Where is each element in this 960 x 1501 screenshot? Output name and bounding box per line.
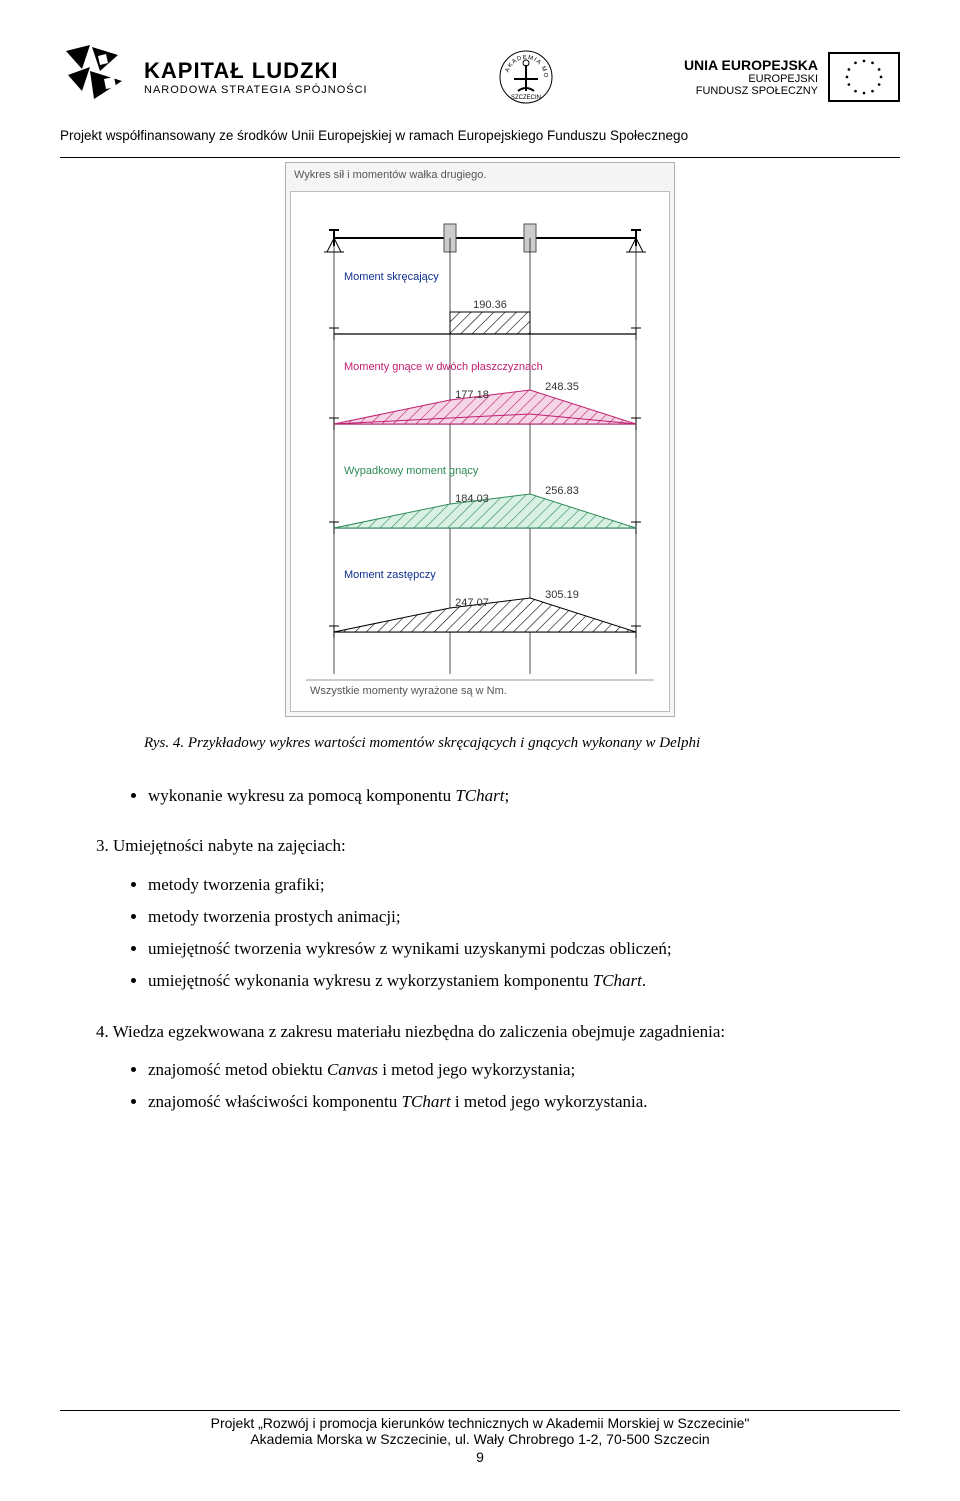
svg-text:247.07: 247.07 <box>455 597 489 609</box>
kapital-ludzki-icon <box>60 41 132 113</box>
header-right-line3: FUNDUSZ SPOŁECZNY <box>684 85 818 97</box>
eu-flag-icon <box>828 52 900 102</box>
svg-text:256.83: 256.83 <box>545 485 579 497</box>
footer-line1: Projekt „Rozwój i promocja kierunków tec… <box>60 1415 900 1431</box>
page-footer: Projekt „Rozwój i promocja kierunków tec… <box>60 1410 900 1465</box>
header-left-subtitle: NARODOWA STRATEGIA SPÓJNOŚCI <box>144 84 368 96</box>
footer-line2: Akademia Morska w Szczecinie, ul. Wały C… <box>60 1431 900 1447</box>
header-divider <box>60 157 900 158</box>
logo-unia-europejska: UNIA EUROPEJSKA EUROPEJSKI FUNDUSZ SPOŁE… <box>684 52 900 102</box>
section4-list: znajomość metod obiektu Canvas i metod j… <box>148 1054 900 1119</box>
svg-text:Wszystkie momenty wyrażone są: Wszystkie momenty wyrażone są w Nm. <box>310 685 507 697</box>
body-content: wykonanie wykresu za pomocą komponentu T… <box>96 780 900 1119</box>
list-item: znajomość właściwości komponentu TChart … <box>148 1086 900 1118</box>
header-subheading: Projekt współfinansowany ze środków Unii… <box>60 128 900 143</box>
logo-kapital-text: KAPITAŁ LUDZKI NARODOWA STRATEGIA SPÓJNO… <box>144 58 368 96</box>
logo-right-text: UNIA EUROPEJSKA EUROPEJSKI FUNDUSZ SPOŁE… <box>684 57 818 97</box>
header-right-line1: UNIA EUROPEJSKA <box>684 57 818 73</box>
svg-text:Moment skręcający: Moment skręcający <box>344 271 439 283</box>
figure-panel-title: Wykres sił i momentów wałka drugiego. <box>286 163 674 187</box>
page-number: 9 <box>60 1449 900 1465</box>
svg-text:Wypadkowy moment gnący: Wypadkowy moment gnący <box>344 465 479 477</box>
list-item: znajomość metod obiektu Canvas i metod j… <box>148 1054 900 1086</box>
header-right-line2: EUROPEJSKI <box>684 73 818 85</box>
list-item: umiejętność wykonania wykresu z wykorzys… <box>148 965 900 997</box>
list-item: umiejętność tworzenia wykresów z wynikam… <box>148 933 900 965</box>
svg-text:Moment zastępczy: Moment zastępczy <box>344 569 436 581</box>
akademia-morska-icon: AKADEMIA MORSKA SZCZECIN <box>496 47 556 107</box>
svg-text:190.36: 190.36 <box>473 299 507 311</box>
figure-panel: Wykres sił i momentów wałka drugiego. Mo… <box>285 162 675 717</box>
list-item: metody tworzenia prostych animacji; <box>148 901 900 933</box>
logo-kapital-ludzki: KAPITAŁ LUDZKI NARODOWA STRATEGIA SPÓJNO… <box>60 41 368 113</box>
moments-diagram: Moment skręcający 190.36 Momenty gnące w d… <box>299 200 661 700</box>
svg-text:248.35: 248.35 <box>545 381 579 393</box>
list-item: metody tworzenia grafiki; <box>148 869 900 901</box>
svg-text:184.03: 184.03 <box>455 493 489 505</box>
svg-text:177.18: 177.18 <box>455 389 489 401</box>
section3-title: 3. Umiejętności nabyte na zajęciach: <box>96 830 900 862</box>
figure-caption: Rys. 4. Przykładowy wykres wartości mome… <box>144 735 900 752</box>
footer-divider <box>60 1410 900 1411</box>
svg-text:Momenty gnące w dwóch płaszczy: Momenty gnące w dwóch płaszczyznach <box>344 361 543 373</box>
svg-text:305.19: 305.19 <box>545 589 579 601</box>
section3-list: metody tworzenia grafiki;metody tworzeni… <box>148 869 900 998</box>
header-logos: KAPITAŁ LUDZKI NARODOWA STRATEGIA SPÓJNO… <box>60 32 900 122</box>
bullet-top: wykonanie wykresu za pomocą komponentu T… <box>148 780 900 812</box>
section4-title: 4. Wiedza egzekwowana z zakresu materiał… <box>96 1016 900 1048</box>
header-left-title: KAPITAŁ LUDZKI <box>144 58 368 84</box>
svg-text:SZCZECIN: SZCZECIN <box>511 95 541 101</box>
